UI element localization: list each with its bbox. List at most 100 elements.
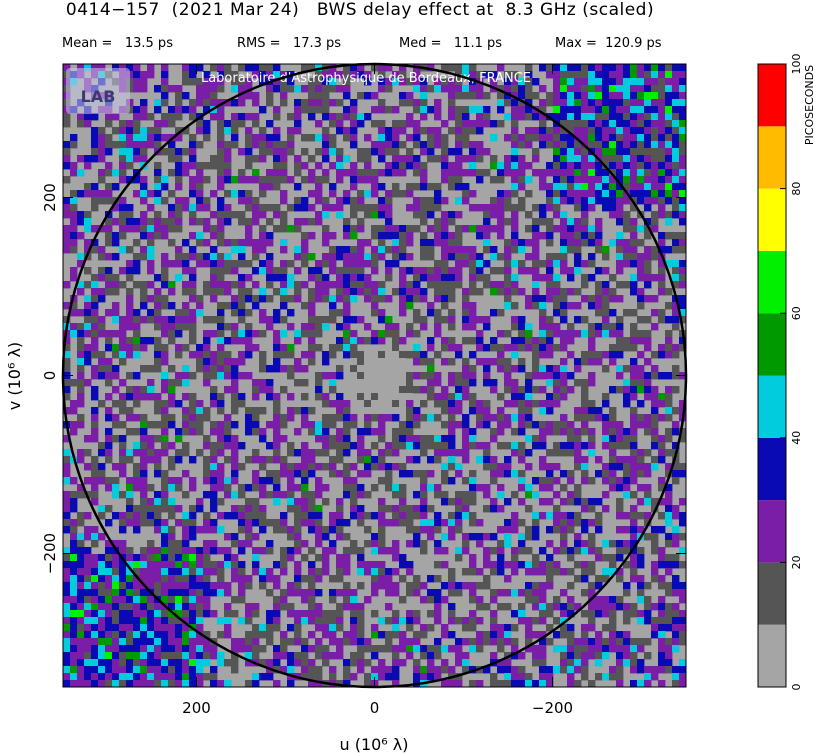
heatmap-cell: [154, 505, 162, 513]
heatmap-cell: [63, 603, 71, 611]
heatmap-cell: [476, 484, 484, 492]
heatmap-cell: [672, 141, 680, 149]
heatmap-cell: [280, 652, 288, 660]
heatmap-cell: [532, 351, 540, 359]
heatmap-cell: [252, 610, 260, 618]
heatmap-cell: [182, 92, 190, 100]
heatmap-cell: [602, 106, 610, 114]
heatmap-cell: [420, 442, 428, 450]
heatmap-cell: [574, 358, 582, 366]
heatmap-cell: [119, 512, 127, 520]
heatmap-cell: [595, 596, 603, 604]
heatmap-cell: [413, 309, 421, 317]
heatmap-cell: [651, 141, 659, 149]
heatmap-cell: [133, 617, 141, 625]
heatmap-cell: [294, 295, 302, 303]
heatmap-cell: [392, 239, 400, 247]
heatmap-cell: [357, 484, 365, 492]
heatmap-cell: [77, 519, 85, 527]
heatmap-cell: [105, 519, 113, 527]
heatmap-cell: [301, 85, 309, 93]
heatmap-cell: [126, 288, 134, 296]
heatmap-cell: [357, 176, 365, 184]
heatmap-cell: [210, 666, 218, 674]
heatmap-cell: [581, 71, 589, 79]
heatmap-cell: [630, 204, 638, 212]
heatmap-cell: [238, 337, 246, 345]
heatmap-cell: [245, 372, 253, 380]
heatmap-cell: [434, 106, 442, 114]
heatmap-cell: [182, 414, 190, 422]
heatmap-cell: [315, 568, 323, 576]
heatmap-cell: [497, 232, 505, 240]
heatmap-cell: [574, 148, 582, 156]
heatmap-cell: [672, 302, 680, 310]
heatmap-cell: [560, 330, 568, 338]
heatmap-cell: [595, 575, 603, 583]
heatmap-cell: [630, 85, 638, 93]
heatmap-cell: [70, 652, 78, 660]
heatmap-cell: [560, 337, 568, 345]
heatmap-cell: [77, 288, 85, 296]
heatmap-cell: [406, 414, 414, 422]
heatmap-cell: [441, 393, 449, 401]
heatmap-cell: [413, 134, 421, 142]
heatmap-cell: [210, 442, 218, 450]
heatmap-cell: [350, 295, 358, 303]
heatmap-cell: [511, 246, 519, 254]
heatmap-cell: [553, 260, 561, 268]
heatmap-cell: [189, 148, 197, 156]
heatmap-cell: [616, 603, 624, 611]
heatmap-cell: [574, 435, 582, 443]
heatmap-cell: [203, 477, 211, 485]
heatmap-cell: [189, 659, 197, 667]
heatmap-cell: [560, 295, 568, 303]
heatmap-cell: [574, 652, 582, 660]
heatmap-cell: [91, 421, 99, 429]
heatmap-cell: [665, 484, 673, 492]
heatmap-cell: [399, 351, 406, 358]
heatmap-cell: [126, 575, 134, 583]
heatmap-cell: [385, 323, 393, 331]
heatmap-cell: [70, 379, 78, 387]
heatmap-cell: [252, 393, 260, 401]
heatmap-cell: [70, 477, 78, 485]
heatmap-cell: [637, 463, 645, 471]
heatmap-cell: [525, 344, 533, 352]
heatmap-cell: [679, 260, 686, 268]
heatmap-cell: [140, 575, 148, 583]
heatmap-cell: [616, 435, 624, 443]
heatmap-cell: [140, 232, 148, 240]
heatmap-cell: [595, 330, 603, 338]
heatmap-cell: [602, 575, 610, 583]
heatmap-cell: [518, 421, 526, 429]
heatmap-cell: [98, 197, 106, 205]
heatmap-cell: [238, 512, 246, 520]
heatmap-cell: [420, 400, 428, 408]
heatmap-cell: [406, 302, 414, 310]
heatmap-cell: [231, 211, 239, 219]
heatmap-cell: [343, 71, 351, 79]
heatmap-cell: [539, 302, 547, 310]
heatmap-cell: [567, 78, 575, 86]
heatmap-cell: [665, 211, 673, 219]
heatmap-cell: [329, 421, 337, 429]
heatmap-cell: [525, 127, 533, 135]
heatmap-cell: [595, 85, 603, 93]
heatmap-cell: [658, 617, 666, 625]
heatmap-cell: [147, 456, 155, 464]
heatmap-cell: [357, 218, 365, 226]
heatmap-cell: [189, 176, 197, 184]
heatmap-cell: [308, 176, 316, 184]
heatmap-cell: [665, 316, 673, 324]
heatmap-cell: [651, 120, 659, 128]
heatmap-cell: [567, 71, 575, 79]
heatmap-cell: [245, 344, 253, 352]
heatmap-cell: [168, 484, 176, 492]
heatmap-cell: [133, 568, 141, 576]
heatmap-cell: [553, 141, 561, 149]
heatmap-cell: [476, 274, 484, 282]
heatmap-cell: [546, 407, 554, 415]
heatmap-cell: [616, 498, 624, 506]
heatmap-cell: [392, 71, 400, 79]
